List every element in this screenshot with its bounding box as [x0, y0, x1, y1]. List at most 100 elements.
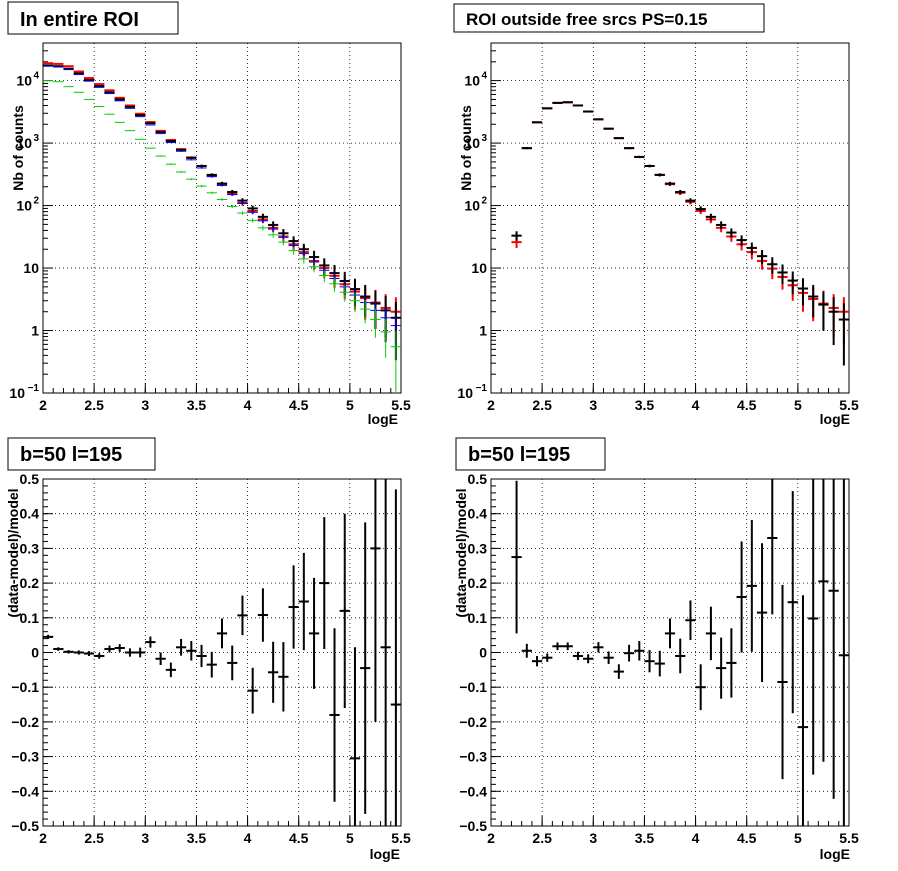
- data-point: [380, 318, 391, 358]
- data-point: [623, 644, 635, 662]
- y-tick-label: 0: [31, 645, 39, 661]
- data-point: [165, 163, 176, 165]
- data-point: [572, 651, 584, 661]
- data-point: [542, 653, 553, 662]
- data-point: [237, 595, 248, 636]
- data-point: [685, 198, 696, 204]
- data-point: [196, 184, 207, 188]
- panel-title: In entire ROI: [20, 9, 139, 31]
- data-point: [380, 479, 391, 826]
- data-point: [186, 178, 197, 181]
- panel-title-box: [453, 3, 765, 33]
- y-tick-label: 10: [16, 135, 32, 151]
- x-tick-label: 2: [487, 397, 495, 413]
- data-point: [165, 662, 176, 678]
- data-point: [716, 637, 727, 699]
- x-tick-label: 5.5: [839, 830, 859, 846]
- y-axis-label: Nb of counts: [458, 105, 474, 191]
- x-tick-label: 5: [346, 830, 354, 846]
- data-point: [634, 641, 645, 661]
- data-point: [664, 618, 676, 649]
- data-point: [319, 270, 330, 283]
- data-point: [268, 226, 279, 232]
- data-point: [155, 131, 166, 134]
- y-tick-label: 10: [464, 135, 480, 151]
- data-point: [644, 650, 655, 673]
- y-tick-exponent: 4: [481, 71, 487, 82]
- y-tick-label: 0.2: [468, 575, 488, 591]
- x-tick-label: 4.5: [737, 397, 757, 413]
- y-tick-label: 0.1: [20, 610, 40, 626]
- data-point: [603, 651, 614, 664]
- data-point: [104, 113, 115, 115]
- y-tick-label: 10: [464, 73, 480, 89]
- data-point: [83, 77, 95, 80]
- y-tick-label: 0: [479, 645, 487, 661]
- y-tick-exponent: 2: [33, 196, 39, 207]
- y-tick-label: 10: [464, 198, 480, 214]
- y-tick-label: 0.4: [20, 506, 40, 522]
- data-point: [756, 250, 768, 265]
- data-point: [83, 651, 95, 656]
- x-tick-label: 2.5: [84, 397, 104, 413]
- x-tick-label: 5.5: [839, 397, 859, 413]
- data-point: [349, 647, 361, 826]
- data-point: [511, 231, 522, 241]
- data-point: [216, 198, 228, 202]
- data-point: [114, 644, 125, 652]
- data-point: [104, 645, 115, 653]
- data-point: [339, 285, 350, 302]
- data-point: [705, 606, 717, 661]
- y-tick-label: −0.1: [459, 679, 487, 695]
- data-point: [521, 147, 532, 150]
- data-point: [339, 513, 350, 709]
- data-point: [114, 121, 125, 123]
- data-point: [145, 124, 156, 126]
- y-tick-label: 10: [16, 198, 32, 214]
- data-point: [216, 184, 228, 187]
- x-tick-label: 2: [39, 397, 47, 413]
- data-point: [247, 667, 258, 714]
- plot-frame: [490, 42, 850, 394]
- data-point: [135, 112, 146, 115]
- x-tick-label: 5: [346, 397, 354, 413]
- data-point: [634, 155, 645, 159]
- y-tick-exponent: 3: [33, 133, 39, 144]
- data-point: [838, 303, 849, 366]
- data-point: [583, 654, 594, 664]
- data-point: [531, 121, 543, 124]
- data-point: [726, 628, 737, 698]
- data-point: [329, 277, 340, 292]
- x-tick-label: 5: [794, 830, 802, 846]
- data-point: [308, 577, 320, 689]
- y-tick-label: −0.2: [459, 714, 487, 730]
- data-point: [552, 642, 563, 651]
- x-tick-label: 3.5: [187, 830, 207, 846]
- data-point: [767, 257, 778, 274]
- panel-title-box: [7, 437, 156, 471]
- y-tick-label: 0.1: [468, 610, 488, 626]
- data-point: [838, 479, 849, 826]
- data-point: [186, 156, 197, 160]
- data-point: [705, 213, 717, 221]
- data-point: [124, 107, 136, 109]
- panel-title-box: [455, 437, 606, 471]
- data-point: [63, 650, 74, 654]
- y-tick-label: −0.3: [459, 749, 487, 765]
- x-tick-label: 3: [589, 830, 597, 846]
- data-point: [593, 642, 604, 653]
- data-point: [746, 242, 757, 255]
- data-point: [562, 101, 573, 104]
- data-point: [165, 140, 176, 143]
- x-tick-label: 5: [794, 397, 802, 413]
- data-point: [787, 491, 798, 714]
- y-tick-label: 0.5: [20, 471, 40, 487]
- data-point: [808, 284, 819, 318]
- data-point: [654, 650, 665, 677]
- data-point: [298, 254, 309, 264]
- data-point: [43, 634, 54, 639]
- data-point: [247, 205, 258, 212]
- panel-title-box: [7, 1, 179, 35]
- data-point: [298, 552, 309, 651]
